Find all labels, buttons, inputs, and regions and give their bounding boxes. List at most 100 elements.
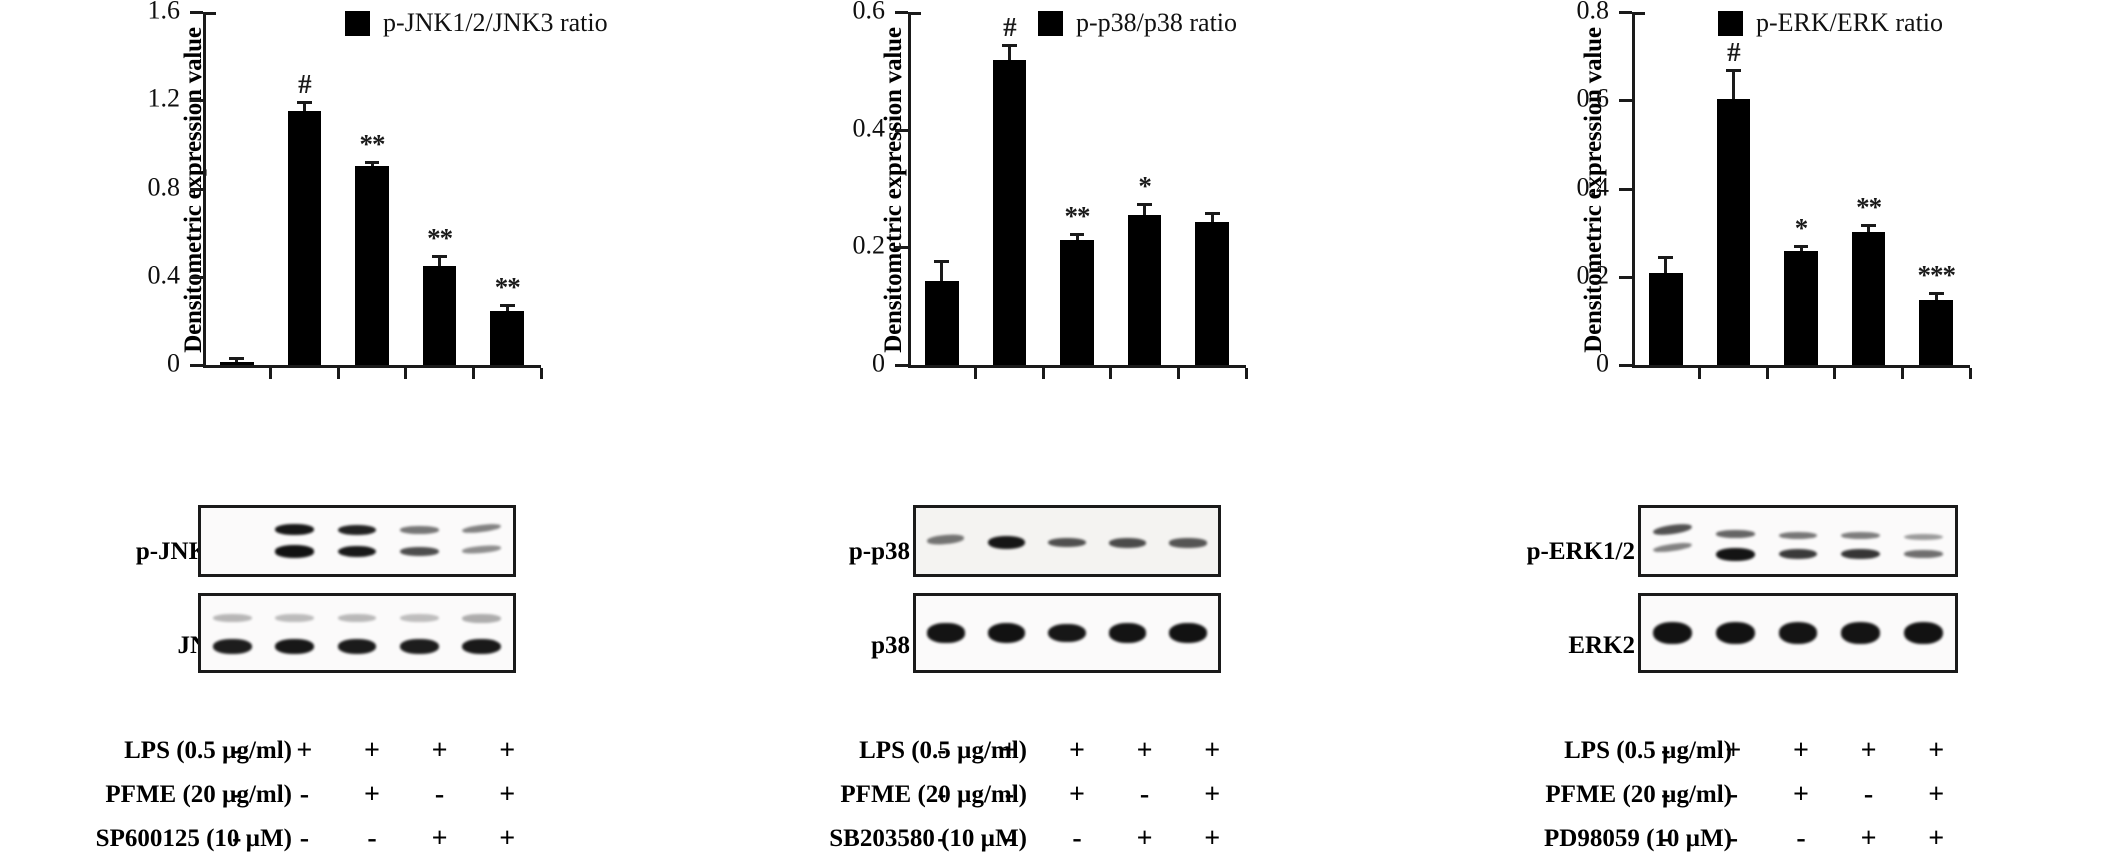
x-axis-line — [908, 365, 1246, 368]
y-tick-label: 0.2 — [852, 230, 886, 260]
treatment-marks: - - + - + — [203, 773, 541, 817]
blot-band — [462, 638, 502, 655]
legend-label-erk: p-ERK/ERK ratio — [1756, 8, 1944, 37]
x-tick — [1968, 368, 1972, 379]
blot-band — [212, 638, 252, 654]
blot-band — [275, 524, 314, 536]
error-bar-cap — [1928, 292, 1944, 296]
blot-label-p38: p38 — [871, 632, 910, 659]
y-axis-line — [203, 12, 206, 368]
treatment-mark: + — [1204, 823, 1221, 854]
legend-label-p38: p-p38/p38 ratio — [1076, 8, 1238, 37]
blot-band — [1778, 622, 1818, 644]
blot-strip-p-p38 — [913, 505, 1221, 577]
treatment-mark: - — [1072, 823, 1082, 854]
treatment-table-erk: LPS (0.5 µg/ml) - + + + + PFME (20 µg/ml) - - + - +… — [1400, 729, 1990, 861]
error-bar — [302, 103, 306, 112]
filled-square-icon — [1718, 10, 1743, 36]
treatment-row: SP600125 (10 µM) - - - + + — [0, 817, 560, 861]
error-bar-cap — [1793, 244, 1809, 248]
y-tick-label: 0.2 — [1576, 260, 1610, 290]
treatment-label: LPS (0.5 µg/ml) — [124, 737, 292, 764]
treatment-mark: - — [1728, 823, 1739, 854]
treatment-mark: + — [1725, 735, 1742, 766]
blot-strip-erk2 — [1638, 593, 1958, 673]
y-axis-cap — [908, 12, 921, 15]
treatment-row: PD98059 (10 µM) - - - + + — [1400, 817, 1990, 861]
blot-band — [1169, 623, 1207, 643]
treatment-mark: - — [1661, 735, 1671, 766]
error-bar-cap — [432, 255, 448, 258]
error-bar — [940, 263, 944, 281]
error-bar-cap — [1069, 232, 1085, 236]
treatment-row: PFME (20 µg/ml) - - + - + — [0, 773, 560, 817]
blot-band — [1841, 532, 1881, 540]
significance-annotation: ** — [1856, 192, 1882, 223]
treatment-mark: + — [1001, 735, 1018, 766]
blot-label-p-erk12: p-ERK1/2 — [1526, 538, 1635, 565]
bar — [219, 361, 254, 365]
error-bar — [370, 163, 374, 167]
panel-erk: Densitometric expression value p-ERK/ERK… — [1400, 0, 2126, 867]
blot-band — [275, 614, 314, 623]
treatment-mark: + — [1860, 823, 1877, 854]
blot-band — [1715, 621, 1755, 645]
x-tick — [539, 368, 543, 379]
treatment-mark: + — [1928, 779, 1945, 810]
treatment-mark: + — [1136, 735, 1153, 766]
bar — [490, 310, 525, 365]
treatment-mark: - — [937, 735, 947, 766]
treatment-mark: - — [232, 823, 242, 854]
blot-band — [1778, 548, 1818, 560]
treatment-mark: + — [1136, 823, 1153, 854]
treatment-mark: + — [1860, 735, 1877, 766]
blot-band — [1778, 532, 1818, 540]
significance-annotation: # — [1003, 12, 1016, 43]
y-tick: 1.6 — [148, 0, 203, 24]
treatment-marks: - + + + + — [908, 729, 1246, 773]
error-bar — [1934, 295, 1938, 300]
y-tick: 0.2 — [853, 231, 908, 260]
blot-band — [1108, 538, 1147, 548]
significance-annotation: ** — [494, 271, 521, 302]
blot-band — [927, 623, 965, 643]
treatment-label: PFME (20 µg/ml) — [840, 781, 1027, 808]
y-tick: 0.6 — [1577, 84, 1632, 113]
treatment-mark: + — [1793, 779, 1809, 810]
treatment-mark: + — [296, 735, 313, 766]
treatment-mark: + — [431, 735, 448, 766]
treatment-label: LPS (0.5 µg/ml) — [1564, 737, 1732, 764]
y-tick: 0.8 — [1577, 0, 1632, 24]
treatment-mark: - — [434, 779, 445, 810]
bar — [992, 60, 1027, 365]
error-bar — [505, 306, 509, 311]
treatment-table-jnk: LPS (0.5 µg/ml) - + + + + PFME (20 µg/ml) - - + - +… — [0, 729, 560, 861]
treatment-mark: + — [1069, 735, 1085, 766]
legend-p38: p-p38/p38 ratio — [1038, 8, 1237, 38]
treatment-row: PFME (20 µg/ml) - - + - + — [1400, 773, 1990, 817]
treatment-mark: + — [499, 823, 516, 854]
treatment-marks: - - - + + — [908, 817, 1246, 861]
blot-band — [400, 526, 439, 535]
x-tick — [1698, 368, 1702, 379]
blot-strip-p-erk12 — [1638, 505, 1958, 577]
significance-annotation: ** — [359, 128, 386, 159]
y-tick-label: 1.6 — [147, 0, 181, 25]
bar — [1648, 273, 1683, 365]
treatment-mark: - — [1661, 823, 1671, 854]
blot-band — [1904, 621, 1944, 645]
x-tick — [336, 368, 340, 379]
blot-band — [400, 638, 439, 654]
y-tick-label: 0.8 — [1576, 0, 1610, 25]
error-bar — [1210, 215, 1214, 223]
blot-label-p-p38: p-p38 — [848, 538, 910, 565]
blot-band — [212, 614, 252, 623]
x-axis-line — [1632, 365, 1970, 368]
blot-band — [462, 543, 502, 554]
treatment-row: PFME (20 µg/ml) - - + - + — [700, 773, 1265, 817]
error-bar-cap — [364, 160, 380, 164]
bar — [1127, 214, 1162, 365]
error-bar-cap — [1658, 256, 1674, 260]
y-tick: 0.2 — [1577, 260, 1632, 289]
